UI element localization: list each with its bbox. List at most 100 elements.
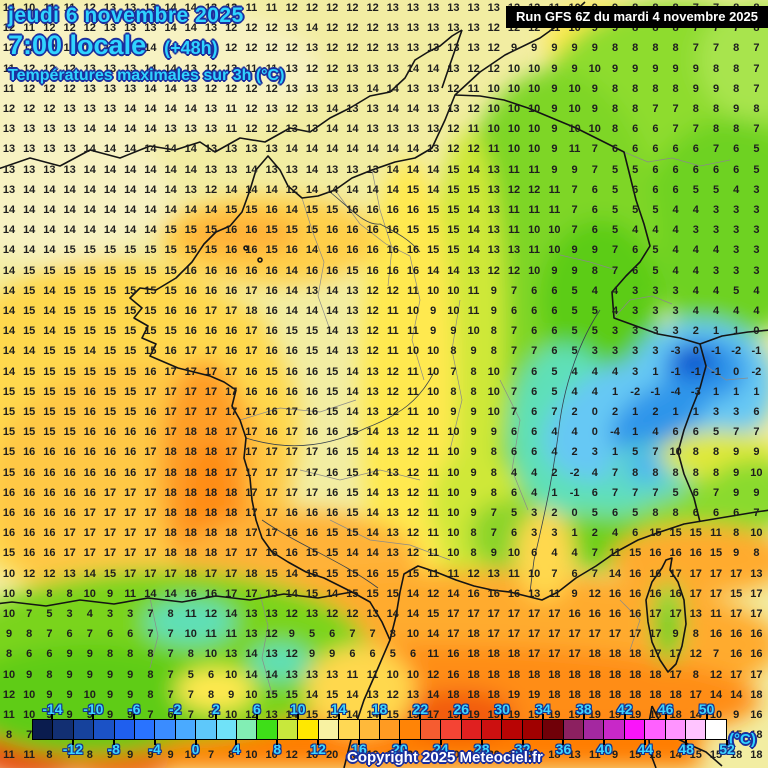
temp-value: 13 bbox=[184, 62, 197, 75]
temp-value: 6 bbox=[531, 426, 538, 439]
temp-value: 18 bbox=[467, 648, 480, 661]
temp-value: 15 bbox=[326, 709, 339, 721]
temp-value: 7 bbox=[147, 628, 154, 641]
temp-value: 16 bbox=[43, 507, 56, 519]
temp-value: 6 bbox=[510, 527, 518, 540]
temp-value: 6 bbox=[632, 143, 639, 156]
temp-value: 7 bbox=[571, 183, 578, 196]
temp-value: 15 bbox=[43, 385, 56, 398]
temp-value: 7 bbox=[753, 507, 760, 519]
temp-value: 10 bbox=[2, 567, 16, 580]
temp-value: 9 bbox=[551, 62, 558, 75]
temp-value: 18 bbox=[225, 507, 238, 519]
temp-value: 14 bbox=[326, 143, 339, 156]
temp-value: 15 bbox=[23, 325, 36, 338]
temp-value: 16 bbox=[245, 385, 258, 398]
temp-value: 13 bbox=[366, 365, 379, 378]
temp-value: 11 bbox=[427, 527, 439, 540]
scale-tick-below bbox=[194, 740, 197, 745]
temp-value: 15 bbox=[649, 527, 662, 540]
temp-value: 15 bbox=[305, 345, 319, 358]
temp-value: 11 bbox=[467, 123, 480, 136]
temp-value: 19 bbox=[487, 709, 500, 721]
temp-value: 14 bbox=[689, 709, 702, 721]
temp-value: 7 bbox=[167, 668, 174, 681]
temp-value: 18 bbox=[204, 426, 218, 439]
temp-value: 15 bbox=[406, 567, 420, 580]
temp-value: 14 bbox=[305, 163, 319, 176]
temp-value: 20 bbox=[467, 749, 480, 762]
scale-cell bbox=[603, 720, 624, 739]
temp-value: 11 bbox=[427, 507, 439, 519]
temp-value: 7 bbox=[86, 628, 93, 641]
temp-value: 3 bbox=[652, 345, 659, 358]
temp-value: 11 bbox=[3, 749, 15, 762]
temp-value: 17 bbox=[649, 628, 662, 641]
temp-value: 15 bbox=[103, 365, 117, 378]
temp-value: 17 bbox=[649, 648, 662, 661]
temp-value: 14 bbox=[63, 204, 76, 216]
temp-value: 17 bbox=[144, 507, 157, 519]
temp-value: 11 bbox=[548, 22, 561, 35]
temp-value: 13 bbox=[406, 123, 420, 136]
temp-value: 14 bbox=[164, 204, 177, 216]
temp-value: 9 bbox=[733, 486, 740, 499]
temp-value: 13 bbox=[285, 123, 298, 136]
temp-value: 8 bbox=[652, 42, 659, 55]
temp-value: 14 bbox=[43, 244, 56, 257]
temp-value: 14 bbox=[265, 183, 278, 196]
temp-value: 16 bbox=[225, 284, 238, 297]
temp-value: 8 bbox=[733, 123, 740, 136]
temp-value: 7 bbox=[611, 244, 619, 257]
scale-cell bbox=[378, 720, 400, 739]
temp-value: 8 bbox=[470, 385, 477, 398]
temp-value: 9 bbox=[611, 62, 619, 75]
temp-value: 11 bbox=[548, 587, 561, 600]
temp-value: -2 bbox=[751, 365, 762, 378]
temp-value: 14 bbox=[386, 103, 399, 115]
temp-value: 8 bbox=[207, 688, 215, 701]
temp-value: 14 bbox=[43, 204, 56, 216]
scale-cell bbox=[72, 720, 94, 739]
temp-value: 12 bbox=[427, 668, 440, 681]
temp-value: 15 bbox=[2, 446, 16, 459]
temp-value: 14 bbox=[63, 183, 76, 196]
temp-value: 15 bbox=[124, 244, 137, 257]
temp-value: 10 bbox=[548, 244, 561, 257]
temp-value: 3 bbox=[733, 244, 740, 257]
temp-value: 7 bbox=[652, 446, 659, 459]
temp-value: 9 bbox=[288, 628, 295, 641]
temp-value: 11 bbox=[487, 143, 500, 156]
temp-value: 9 bbox=[66, 668, 73, 681]
temp-value: 19 bbox=[467, 709, 480, 721]
temp-value: 15 bbox=[103, 325, 117, 338]
temp-value: 17 bbox=[487, 628, 500, 641]
temp-value: 6 bbox=[349, 648, 356, 661]
temp-value: 14 bbox=[43, 325, 56, 338]
temp-value: 18 bbox=[568, 688, 581, 701]
temp-value: 18 bbox=[629, 648, 642, 661]
temp-value: 15 bbox=[2, 406, 16, 418]
temp-value: 8 bbox=[450, 385, 457, 398]
temp-value: 13 bbox=[2, 123, 16, 136]
temp-value: 13 bbox=[124, 22, 137, 35]
temp-value: 7 bbox=[632, 486, 639, 499]
temp-value: 14 bbox=[2, 284, 16, 297]
temp-value: 9 bbox=[490, 426, 497, 439]
temp-value: 15 bbox=[2, 426, 16, 439]
temp-value: 12 bbox=[285, 2, 298, 14]
temp-value: 13 bbox=[386, 22, 399, 35]
scale-tick-below bbox=[603, 740, 606, 745]
temp-value: 14 bbox=[427, 183, 440, 196]
temp-value: 15 bbox=[83, 264, 96, 277]
temp-value: 16 bbox=[124, 446, 137, 459]
temp-value: 16 bbox=[305, 385, 319, 398]
temp-value: 17 bbox=[124, 567, 137, 580]
scale-cell bbox=[460, 720, 481, 739]
temp-value: 16 bbox=[124, 466, 137, 479]
scale-label-above: 22 bbox=[412, 701, 429, 717]
temp-value: 8 bbox=[672, 82, 679, 95]
temp-value: 3 bbox=[733, 264, 740, 277]
temp-value: 16 bbox=[386, 264, 399, 277]
